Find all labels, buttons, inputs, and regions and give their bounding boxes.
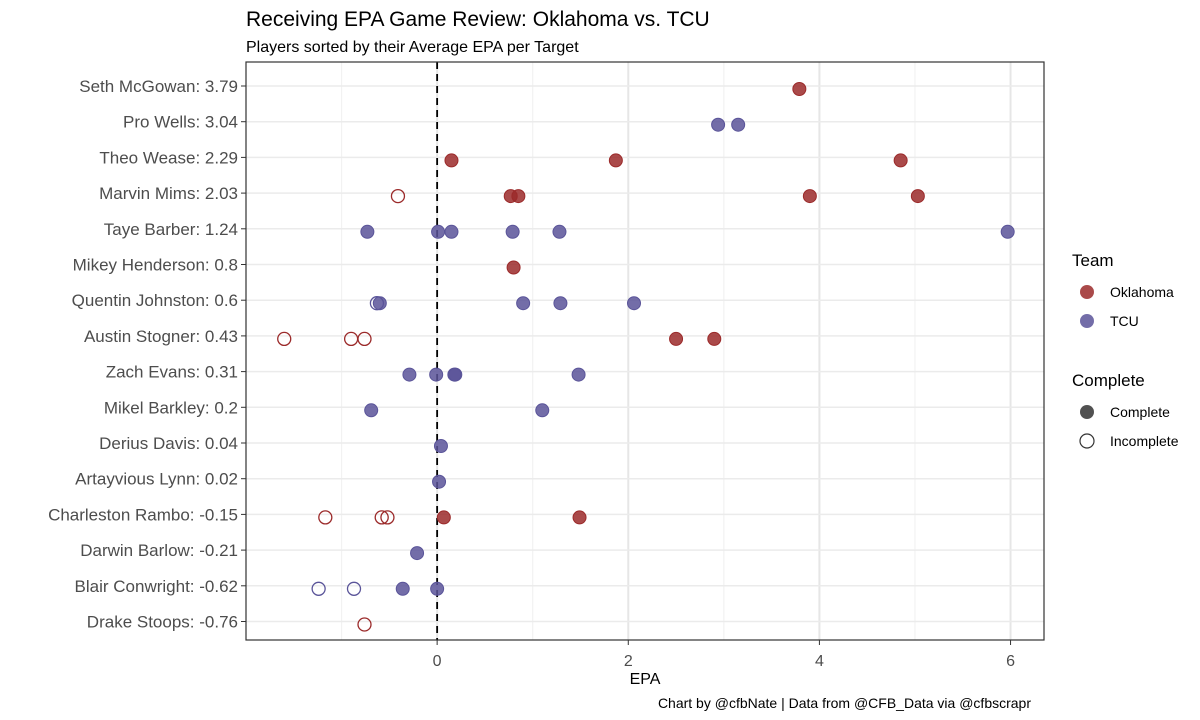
y-tick-label: Mikel Barkley: 0.2: [104, 398, 238, 417]
legend-label-complete: Complete: [1110, 404, 1170, 420]
point-tcu-complete: [372, 296, 387, 311]
point-oklahoma-incomplete: [318, 510, 333, 525]
y-axis-labels: Seth McGowan: 3.79 Pro Wells: 3.04 Theo We…: [48, 77, 246, 632]
point-tcu-complete: [571, 367, 586, 382]
point-oklahoma-complete: [707, 331, 722, 346]
point-tcu-incomplete: [346, 581, 362, 596]
point-oklahoma-complete: [910, 189, 925, 204]
point-tcu-complete: [553, 296, 568, 311]
point-tcu-complete: [505, 224, 520, 239]
plot-panel: [245, 61, 1045, 641]
y-tick-label: Zach Evans: 0.31: [106, 363, 238, 382]
legend-key-oklahoma: [1080, 285, 1094, 299]
point-oklahoma-complete: [572, 510, 587, 525]
chart-subtitle: Players sorted by their Average EPA per …: [246, 39, 579, 56]
chart-title: Receiving EPA Game Review: Oklahoma vs. …: [246, 8, 710, 31]
y-tick-label: Theo Wease: 2.29: [99, 148, 238, 167]
y-tick-label: Quentin Johnston: 0.6: [72, 291, 238, 310]
point-tcu-complete: [627, 296, 642, 311]
point-oklahoma-complete: [802, 189, 817, 204]
point-tcu-complete: [364, 403, 379, 418]
point-oklahoma-complete: [506, 260, 521, 275]
point-oklahoma-incomplete: [380, 510, 395, 525]
x-tick-label: 4: [815, 653, 824, 670]
y-tick-label: Pro Wells: 3.04: [123, 113, 238, 132]
point-oklahoma-complete: [893, 153, 908, 168]
point-tcu-complete: [402, 367, 417, 382]
x-axis-title: EPA: [630, 671, 661, 688]
y-tick-label: Mikey Henderson: 0.8: [73, 256, 238, 275]
x-tick-label: 2: [624, 653, 633, 670]
y-tick-label: Seth McGowan: 3.79: [79, 77, 238, 96]
legend-label-oklahoma: Oklahoma: [1110, 284, 1174, 300]
point-tcu-complete: [535, 403, 550, 418]
y-tick-label: Austin Stogner: 0.43: [84, 327, 238, 346]
legend-team-title: Team: [1072, 251, 1114, 270]
y-tick-label: Artayvious Lynn: 0.02: [75, 470, 238, 489]
point-tcu-complete: [516, 296, 531, 311]
legend-key-complete: [1080, 405, 1094, 419]
y-tick-label: Darwin Barlow: -0.21: [80, 541, 238, 560]
point-tcu-complete: [448, 367, 463, 382]
point-tcu-complete: [432, 474, 447, 489]
point-tcu-complete: [444, 224, 459, 239]
chart-caption: Chart by @cfbNate | Data from @CFB_Data …: [658, 695, 1031, 711]
point-tcu-complete: [429, 367, 444, 382]
point-tcu-complete: [731, 117, 746, 132]
point-tcu-complete: [433, 439, 448, 453]
panel-border: [245, 61, 1045, 641]
y-tick-label: Blair Conwright: -0.62: [75, 577, 238, 596]
legend-complete-title: Complete: [1072, 371, 1145, 390]
point-oklahoma-complete: [792, 82, 807, 96]
point-tcu-complete: [395, 581, 410, 596]
point-oklahoma-complete: [511, 189, 526, 204]
point-tcu-complete: [552, 224, 567, 239]
point-tcu-complete: [1000, 224, 1015, 239]
point-oklahoma-incomplete: [277, 331, 292, 347]
y-tick-label: Taye Barber: 1.24: [104, 220, 238, 239]
panel-background: [246, 62, 1044, 640]
legend-label-incomplete: Incomplete: [1110, 433, 1179, 449]
point-oklahoma-complete: [436, 510, 451, 525]
point-oklahoma-complete: [608, 153, 623, 168]
point-oklahoma-incomplete: [343, 331, 359, 347]
point-oklahoma-complete: [444, 153, 459, 168]
x-tick-label: 6: [1006, 653, 1015, 670]
point-tcu-incomplete: [311, 581, 326, 596]
point-tcu-complete: [430, 581, 445, 596]
y-tick-label: Marvin Mims: 2.03: [99, 184, 238, 203]
data-points: [277, 82, 1015, 632]
point-tcu-complete: [360, 224, 375, 239]
x-tick-label: 0: [433, 653, 442, 670]
point-tcu-complete: [431, 224, 446, 239]
legend-key-incomplete: [1079, 433, 1095, 449]
y-tick-label: Drake Stoops: -0.76: [87, 613, 238, 632]
point-oklahoma-incomplete: [374, 510, 389, 525]
y-tick-label: Derius Davis: 0.04: [99, 434, 238, 453]
y-tick-label: Charleston Rambo: -0.15: [48, 505, 238, 524]
legend: Team Oklahoma TCU Complete Complete Inco…: [1072, 251, 1179, 449]
point-oklahoma-complete: [669, 331, 684, 346]
point-oklahoma-incomplete: [357, 617, 372, 632]
point-tcu-complete: [410, 546, 425, 561]
point-tcu-complete: [711, 117, 726, 132]
legend-key-tcu: [1080, 314, 1094, 328]
point-oklahoma-incomplete: [357, 331, 372, 347]
point-oklahoma-incomplete: [390, 188, 406, 204]
x-axis-ticks: 0 2 4 6: [433, 640, 1015, 670]
legend-label-tcu: TCU: [1110, 313, 1139, 329]
